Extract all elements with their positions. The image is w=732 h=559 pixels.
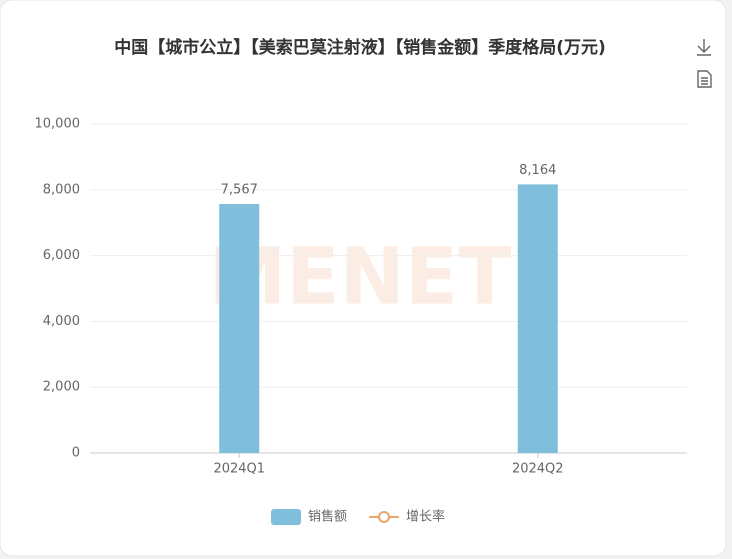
legend-label: 增长率 bbox=[406, 509, 445, 525]
y-tick-label: 2,000 bbox=[43, 380, 80, 395]
y-tick-label: 4,000 bbox=[43, 314, 80, 329]
data-label: 7,567 bbox=[221, 183, 258, 198]
bar bbox=[517, 184, 558, 453]
chart-title: 中国【城市公立】【美索巴莫注射液】【销售金额】季度格局(万元) bbox=[114, 37, 606, 58]
legend-swatch bbox=[271, 509, 301, 525]
y-tick-label: 10,000 bbox=[35, 117, 81, 132]
data-label: 8,164 bbox=[519, 163, 556, 178]
y-tick-label: 0 bbox=[72, 446, 80, 461]
download-icon[interactable] bbox=[697, 39, 711, 56]
legend-marker bbox=[378, 511, 391, 523]
legend-label: 销售额 bbox=[308, 509, 347, 525]
x-tick-label: 2024Q2 bbox=[512, 462, 564, 477]
bar bbox=[219, 204, 260, 453]
y-tick-label: 8,000 bbox=[43, 182, 80, 197]
data-view-icon[interactable] bbox=[697, 70, 712, 88]
y-tick-label: 6,000 bbox=[43, 248, 80, 263]
x-tick-label: 2024Q1 bbox=[213, 462, 265, 477]
